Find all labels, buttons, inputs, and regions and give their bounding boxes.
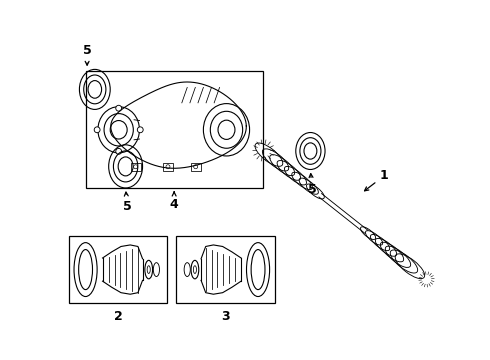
- Circle shape: [137, 127, 143, 133]
- Ellipse shape: [147, 266, 150, 274]
- Text: 5: 5: [308, 174, 317, 196]
- Bar: [191, 163, 201, 171]
- Ellipse shape: [194, 266, 196, 274]
- Ellipse shape: [145, 260, 152, 279]
- Ellipse shape: [153, 263, 160, 276]
- Circle shape: [116, 105, 122, 111]
- Text: 3: 3: [221, 310, 230, 323]
- Bar: [69, 236, 167, 303]
- Text: 1: 1: [365, 169, 389, 191]
- Circle shape: [116, 148, 122, 154]
- Circle shape: [94, 127, 100, 133]
- Text: 2: 2: [114, 310, 122, 323]
- Bar: [176, 236, 275, 303]
- Bar: [131, 163, 141, 171]
- Ellipse shape: [184, 263, 190, 276]
- Text: 5: 5: [123, 192, 131, 213]
- Text: 5: 5: [83, 44, 92, 65]
- Bar: [163, 163, 173, 171]
- Circle shape: [134, 165, 138, 169]
- Bar: [86, 71, 263, 188]
- Text: 4: 4: [170, 192, 178, 211]
- Circle shape: [194, 165, 197, 169]
- Circle shape: [166, 165, 170, 169]
- Ellipse shape: [191, 260, 199, 279]
